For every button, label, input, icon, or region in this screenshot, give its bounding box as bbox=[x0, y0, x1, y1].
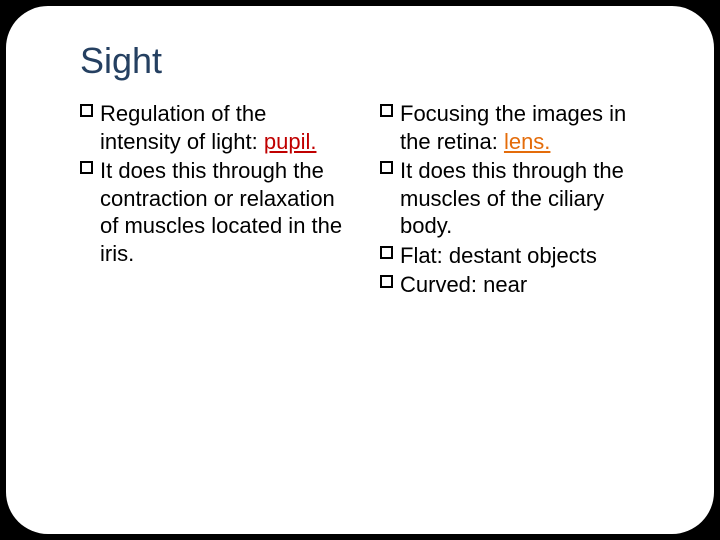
content-columns: Regulation of the intensity of light: pu… bbox=[80, 100, 648, 301]
slide-title: Sight bbox=[80, 40, 648, 82]
square-bullet-icon bbox=[380, 275, 393, 288]
bullet-text: Curved: near bbox=[400, 272, 527, 297]
list-item: Flat: destant objects bbox=[380, 242, 648, 270]
keyword-lens: lens. bbox=[504, 129, 550, 154]
left-column: Regulation of the intensity of light: pu… bbox=[80, 100, 348, 301]
right-column: Focusing the images in the retina: lens.… bbox=[380, 100, 648, 301]
list-item: It does this through the muscles of the … bbox=[380, 157, 648, 240]
list-item: Focusing the images in the retina: lens. bbox=[380, 100, 648, 155]
square-bullet-icon bbox=[80, 104, 93, 117]
slide-card: Sight Regulation of the intensity of lig… bbox=[6, 6, 714, 534]
list-item: It does this through the contraction or … bbox=[80, 157, 348, 267]
square-bullet-icon bbox=[380, 246, 393, 259]
keyword-pupil: pupil. bbox=[264, 129, 317, 154]
bullet-text: It does this through the contraction or … bbox=[100, 158, 342, 266]
square-bullet-icon bbox=[380, 161, 393, 174]
list-item: Curved: near bbox=[380, 271, 648, 299]
bullet-text: Flat: destant objects bbox=[400, 243, 597, 268]
list-item: Regulation of the intensity of light: pu… bbox=[80, 100, 348, 155]
bullet-text: It does this through the muscles of the … bbox=[400, 158, 624, 238]
bullet-text: Regulation of the intensity of light: bbox=[100, 101, 266, 154]
square-bullet-icon bbox=[80, 161, 93, 174]
square-bullet-icon bbox=[380, 104, 393, 117]
